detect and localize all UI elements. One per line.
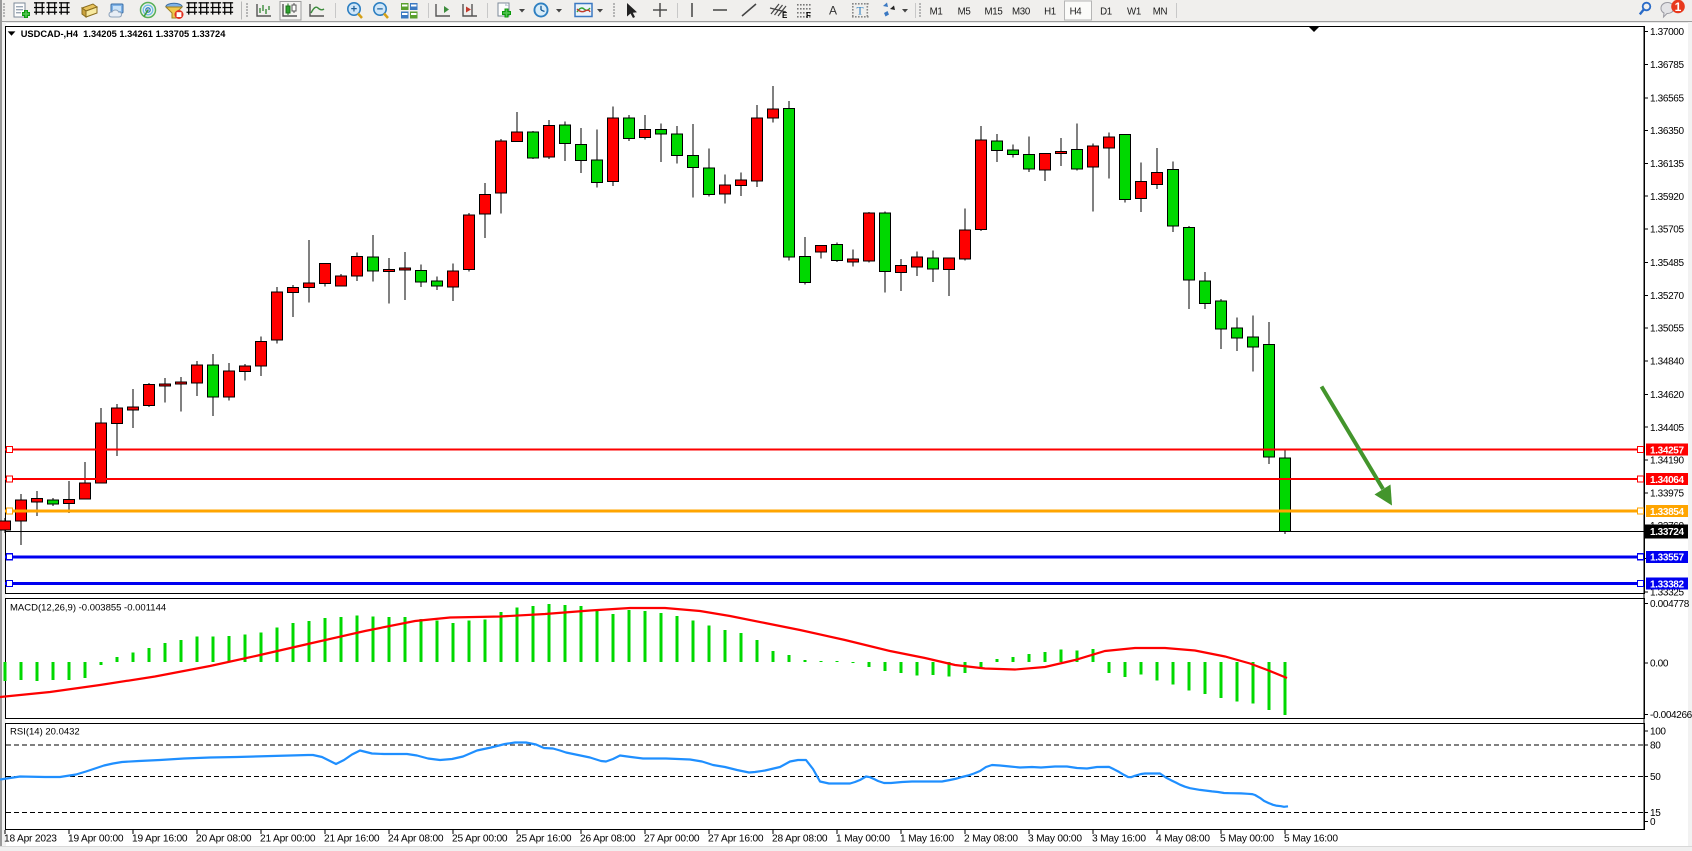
svg-text:19 Apr 00:00: 19 Apr 00:00 — [68, 834, 124, 845]
svg-text:0: 0 — [1650, 817, 1656, 828]
svg-text:1.34405: 1.34405 — [1650, 423, 1684, 434]
svg-text:25 Apr 00:00: 25 Apr 00:00 — [452, 834, 508, 845]
svg-text:1.33382: 1.33382 — [1650, 579, 1684, 590]
svg-text:27 Apr 16:00: 27 Apr 16:00 — [708, 834, 764, 845]
svg-text:3 May 16:00: 3 May 16:00 — [1092, 834, 1146, 845]
svg-text:MACD(12,26,9) -0.003855 -0.001: MACD(12,26,9) -0.003855 -0.001144 — [10, 603, 166, 614]
svg-text:1.34190: 1.34190 — [1650, 456, 1684, 467]
svg-text:A: A — [829, 4, 837, 18]
svg-text:+: + — [351, 4, 357, 16]
svg-text:D1: D1 — [1100, 7, 1112, 18]
svg-text:F: F — [806, 11, 811, 20]
svg-text:M30: M30 — [1012, 7, 1031, 18]
svg-text:1.35485: 1.35485 — [1650, 258, 1684, 269]
svg-text:1.34257: 1.34257 — [1650, 445, 1684, 456]
svg-text:80: 80 — [1650, 741, 1661, 752]
svg-text:20 Apr 08:00: 20 Apr 08:00 — [196, 834, 252, 845]
svg-text:100: 100 — [1650, 727, 1666, 738]
svg-text:RSI(14) 20.0432: RSI(14) 20.0432 — [10, 727, 80, 738]
svg-text:1.35920: 1.35920 — [1650, 192, 1684, 203]
svg-text:MN: MN — [1153, 7, 1168, 18]
svg-text:1.35705: 1.35705 — [1650, 225, 1684, 236]
svg-text:19 Apr 16:00: 19 Apr 16:00 — [132, 834, 188, 845]
svg-text:1.33325: 1.33325 — [1650, 588, 1684, 599]
svg-text:1.35055: 1.35055 — [1650, 324, 1684, 335]
svg-text:H4: H4 — [1070, 7, 1083, 18]
svg-text:50: 50 — [1650, 772, 1661, 783]
svg-text:M5: M5 — [958, 7, 971, 18]
svg-text:1.34620: 1.34620 — [1650, 390, 1684, 401]
svg-text:18 Apr 2023: 18 Apr 2023 — [4, 834, 57, 845]
svg-text:1.33975: 1.33975 — [1650, 488, 1684, 499]
svg-text:E: E — [782, 11, 788, 20]
svg-text:21 Apr 00:00: 21 Apr 00:00 — [260, 834, 316, 845]
svg-text:1.37000: 1.37000 — [1650, 27, 1684, 38]
svg-text:4 May 08:00: 4 May 08:00 — [1156, 834, 1210, 845]
svg-text:1.33854: 1.33854 — [1650, 507, 1684, 518]
svg-text:−: − — [377, 4, 383, 16]
svg-text:USDCAD-,H4 1.34205 1.34261 1.: USDCAD-,H4 1.34205 1.34261 1.33705 1.337… — [21, 29, 227, 39]
svg-text:1.33557: 1.33557 — [1650, 553, 1684, 564]
svg-text:1.33724: 1.33724 — [1650, 527, 1684, 538]
svg-text:0.004778: 0.004778 — [1650, 599, 1690, 610]
svg-text:1 May 00:00: 1 May 00:00 — [836, 834, 890, 845]
svg-text:5 May 00:00: 5 May 00:00 — [1220, 834, 1274, 845]
svg-text:1.36785: 1.36785 — [1650, 60, 1684, 71]
svg-text:21 Apr 16:00: 21 Apr 16:00 — [324, 834, 380, 845]
svg-text:1.34840: 1.34840 — [1650, 357, 1684, 368]
svg-text:H1: H1 — [1044, 7, 1056, 18]
svg-text:15: 15 — [1650, 808, 1661, 819]
svg-text:M1: M1 — [930, 7, 943, 18]
svg-text:0.00: 0.00 — [1650, 659, 1669, 670]
svg-text:1.36565: 1.36565 — [1650, 93, 1684, 104]
svg-text:3 May 00:00: 3 May 00:00 — [1028, 834, 1082, 845]
svg-text:T: T — [856, 6, 863, 18]
svg-text:2 May 08:00: 2 May 08:00 — [964, 834, 1018, 845]
svg-text:27 Apr 00:00: 27 Apr 00:00 — [644, 834, 700, 845]
svg-text:M15: M15 — [985, 7, 1003, 18]
svg-text:28 Apr 08:00: 28 Apr 08:00 — [772, 834, 828, 845]
svg-text:1.34064: 1.34064 — [1650, 475, 1684, 486]
svg-text:25 Apr 16:00: 25 Apr 16:00 — [516, 834, 572, 845]
svg-text:-0.004266: -0.004266 — [1650, 710, 1692, 721]
svg-text:1 May 16:00: 1 May 16:00 — [900, 834, 954, 845]
svg-text:1.36135: 1.36135 — [1650, 159, 1684, 170]
svg-text:24 Apr 08:00: 24 Apr 08:00 — [388, 834, 444, 845]
svg-text:W1: W1 — [1127, 7, 1141, 18]
svg-text:1.36350: 1.36350 — [1650, 126, 1684, 137]
svg-text:1.35270: 1.35270 — [1650, 291, 1684, 302]
svg-text:1: 1 — [1675, 0, 1682, 14]
svg-text:26 Apr 08:00: 26 Apr 08:00 — [580, 834, 636, 845]
svg-text:5 May 16:00: 5 May 16:00 — [1284, 834, 1338, 845]
